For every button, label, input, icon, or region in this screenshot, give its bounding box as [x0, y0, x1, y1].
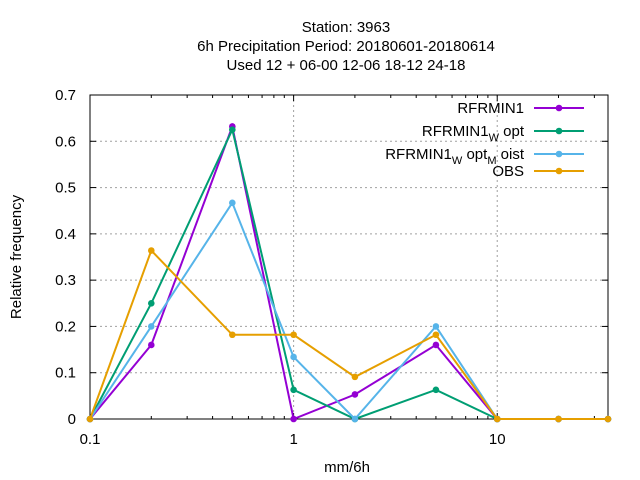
x-tick-label: 0.1 [80, 431, 101, 448]
chart-title: Station: 3963 6h Precipitation Period: 2… [197, 19, 495, 74]
data-point [493, 415, 501, 423]
series-3 [86, 247, 612, 423]
grid [90, 95, 608, 419]
data-point [86, 415, 94, 423]
legend-entry: RFRMIN1 [457, 100, 584, 117]
y-tick-label: 0.1 [55, 365, 76, 382]
y-tick-label: 0.6 [55, 133, 76, 150]
data-point [147, 323, 155, 330]
data-point [229, 199, 236, 207]
data-point [290, 331, 297, 339]
data-point [147, 247, 155, 254]
legend-entry: RFRMIN1W opt [422, 123, 584, 144]
data-point [290, 415, 297, 423]
legend-marker [555, 167, 563, 175]
y-axis-title: Relative frequency [8, 194, 25, 319]
plot-frame [89, 94, 609, 420]
x-axis: 0.1 1 10 [80, 95, 595, 448]
data-point [555, 415, 562, 423]
y-tick-label: 0.4 [55, 226, 76, 243]
title-line-station: Station: 3963 [302, 19, 390, 36]
data-point [229, 126, 236, 134]
series-1 [86, 126, 612, 423]
data-point [290, 353, 297, 361]
y-tick-label: 0.2 [55, 318, 76, 335]
title-line-period: 6h Precipitation Period: 20180601-201806… [197, 38, 495, 55]
y-tick-label: 0.7 [55, 87, 76, 104]
data-point [351, 391, 359, 398]
data-point [351, 373, 359, 381]
y-tick-label: 0.3 [55, 272, 76, 289]
data-point [290, 386, 297, 394]
data-point [147, 341, 155, 349]
x-tick-label: 10 [489, 431, 506, 448]
data-point [432, 386, 440, 394]
legend-label: RFRMIN1W optM oist [385, 146, 525, 167]
legend-label: RFRMIN1 [457, 100, 524, 117]
data-point [432, 323, 440, 330]
y-tick-label: 0.5 [55, 180, 76, 197]
y-tick-label: 0 [68, 411, 76, 428]
legend-marker [555, 150, 563, 158]
series-line [89, 122, 608, 421]
data-point [604, 415, 612, 423]
data-point [432, 341, 440, 349]
series-line [89, 248, 608, 420]
data-point [351, 415, 359, 423]
data-point [229, 331, 236, 339]
legend-label: RFRMIN1W opt [422, 123, 525, 144]
title-line-used: Used 12 + 06-00 12-06 18-12 24-18 [227, 57, 466, 74]
x-tick-label: 1 [289, 431, 297, 448]
legend-entry: RFRMIN1W optM oist [385, 146, 584, 167]
data-point [432, 331, 440, 339]
legend-entry: OBS [492, 163, 584, 180]
series-line [89, 200, 608, 421]
legend-label: OBS [492, 163, 524, 180]
y-axis: 0 0.1 0.2 0.3 0.4 0.5 0.6 0.7 [55, 87, 608, 428]
legend-marker [555, 127, 563, 135]
x-axis-title: mm/6h [324, 459, 370, 476]
series-group [86, 122, 612, 423]
series-line [89, 126, 608, 421]
series-2 [86, 199, 612, 423]
legend-marker [555, 104, 563, 112]
data-point [147, 299, 155, 307]
